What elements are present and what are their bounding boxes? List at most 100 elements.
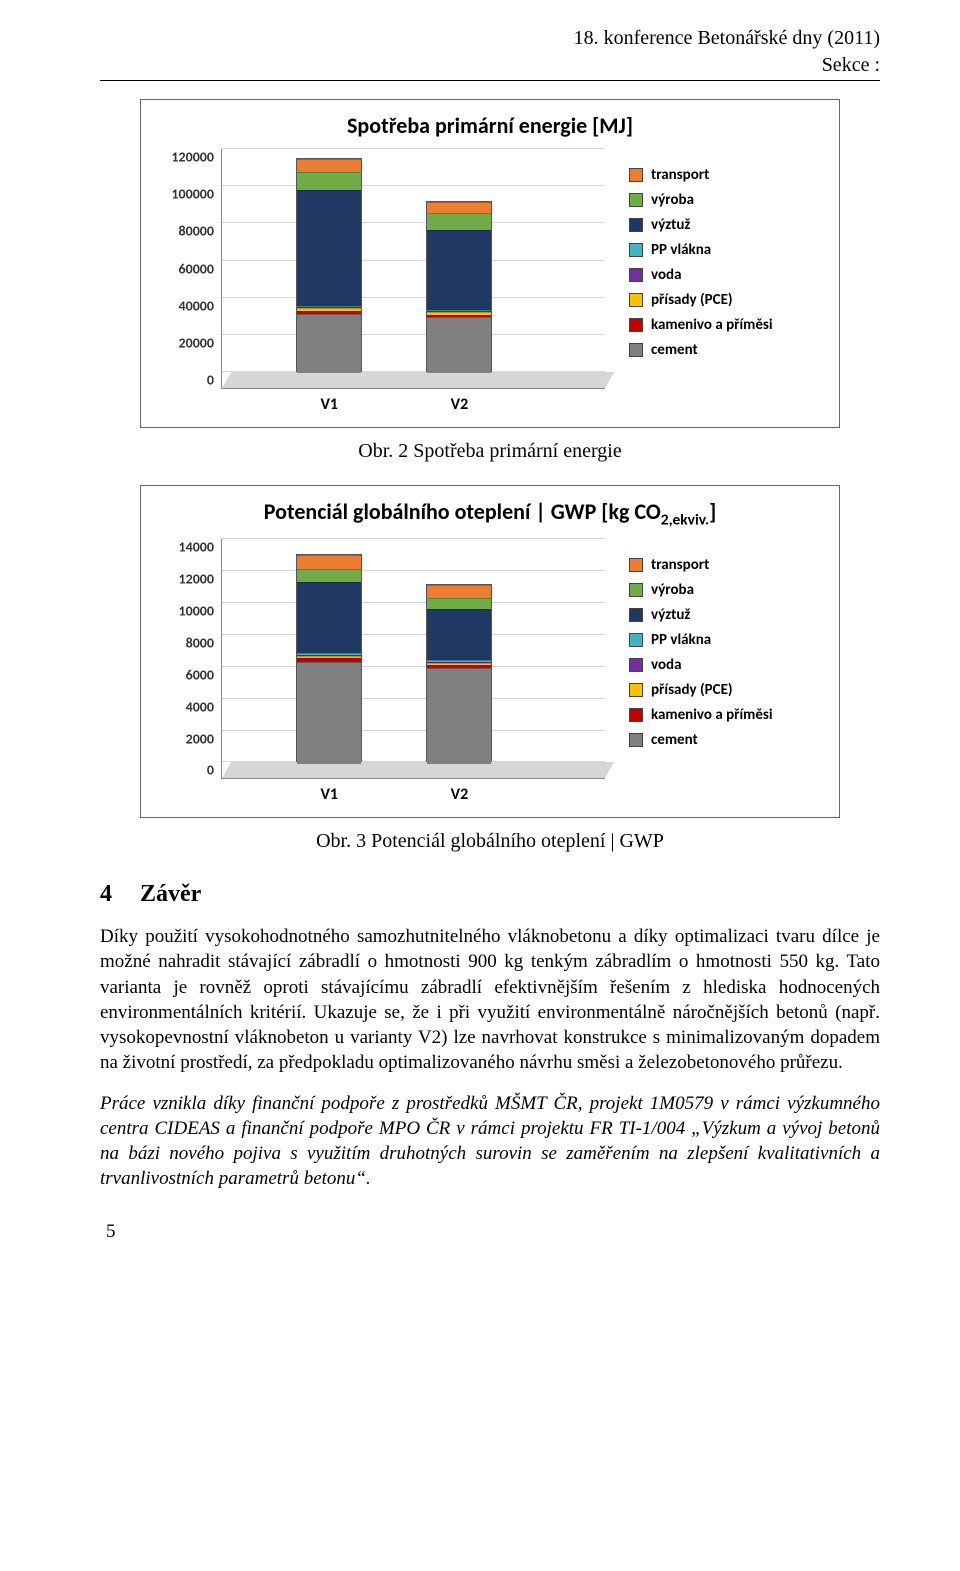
legend-swatch [629,268,643,282]
bar-V2 [426,201,492,372]
legend-item-cement: cement [629,731,829,749]
legend-item-kamenivo: kamenivo a příměsi [629,316,829,334]
legend-swatch [629,318,643,332]
seg-cement [427,317,491,373]
legend-item-voda: voda [629,266,829,284]
y-tick: 2000 [186,730,222,747]
y-tick: 100000 [171,186,222,203]
bar-V1 [296,158,362,372]
caption-fig3: Obr. 3 Potenciál globálního oteplení | G… [100,830,880,853]
seg-vyztuz [427,609,491,660]
legend-item-vyroba: výroba [629,581,829,599]
section-title: Závěr [140,881,201,908]
chart-energy-title: Spotřeba primární energie [MJ] [151,112,829,139]
legend-label: přísady (PCE) [651,681,733,699]
y-tick: 10000 [179,603,222,620]
legend-swatch [629,218,643,232]
seg-cement [297,662,361,764]
legend-item-transport: transport [629,166,829,184]
seg-vyroba [427,213,491,230]
seg-transport [297,555,361,569]
paragraph-1: Díky použití vysokohodnotného samozhutni… [100,924,880,1074]
legend-item-transport: transport [629,556,829,574]
legend-label: transport [651,166,709,184]
y-tick: 14000 [179,539,222,556]
x-tick: V1 [299,395,359,414]
legend-swatch [629,683,643,697]
y-tick: 80000 [179,223,222,240]
header-rule [100,80,880,81]
legend-swatch [629,708,643,722]
chart-gwp-legend: transport výroba výztuž PP vlákna voda přísad… [629,539,829,756]
legend-label: PP vlákna [651,631,711,649]
legend-swatch [629,343,643,357]
legend-swatch [629,658,643,672]
caption-fig2: Obr. 2 Spotřeba primární energie [100,440,880,463]
legend-item-vyztuz: výztuž [629,216,829,234]
legend-label: transport [651,556,709,574]
page-number: 5 [106,1221,880,1243]
legend-label: výztuž [651,606,690,624]
legend-label: cement [651,731,698,749]
seg-vyztuz [427,230,491,310]
y-tick: 60000 [179,260,222,277]
y-tick: 0 [207,762,222,779]
y-tick: 0 [207,372,222,389]
legend-label: výroba [651,581,694,599]
legend-item-vyroba: výroba [629,191,829,209]
legend-swatch [629,633,643,647]
legend-item-vyztuz: výztuž [629,606,829,624]
legend-item-pp_vlakna: PP vlákna [629,631,829,649]
seg-transport [427,202,491,213]
chart-gwp-title: Potenciál globálního oteplení | GWP [kg … [151,498,829,529]
seg-vyztuz [297,582,361,654]
chart-energy-plot: 020000400006000080000100000120000V1V2 [151,149,615,419]
legend-swatch [629,733,643,747]
legend-label: voda [651,656,681,674]
running-head-line2: Sekce : [100,53,880,78]
legend-item-kamenivo: kamenivo a příměsi [629,706,829,724]
legend-swatch [629,583,643,597]
x-tick: V2 [429,395,489,414]
seg-cement [427,668,491,764]
chart-gwp-plot: 0 2000 4000 6000 8000 10000 12000 14000 V1 V2 [151,539,615,809]
legend-swatch [629,558,643,572]
seg-vyztuz [297,190,361,305]
x-tick: V2 [429,785,489,804]
chart-gwp: Potenciál globálního oteplení | GWP [kg … [140,485,840,818]
legend-item-voda: voda [629,656,829,674]
seg-vyroba [297,172,361,191]
legend-label: cement [651,341,698,359]
legend-label: kamenivo a příměsi [651,316,773,334]
section-number: 4 [100,881,112,908]
legend-label: kamenivo a příměsi [651,706,773,724]
legend-label: PP vlákna [651,241,711,259]
legend-label: voda [651,266,681,284]
legend-swatch [629,168,643,182]
chart-energy-legend: transport výroba výztuž PP vlákna voda přísad… [629,149,829,366]
x-tick: V1 [299,785,359,804]
y-tick: 20000 [179,334,222,351]
running-head-line1: 18. konference Betonářské dny (2011) [100,26,880,51]
legend-swatch [629,243,643,257]
legend-item-pp_vlakna: PP vlákna [629,241,829,259]
y-tick: 12000 [179,571,222,588]
seg-cement [297,314,361,373]
legend-item-prisady: přísady (PCE) [629,681,829,699]
seg-vyroba [297,569,361,582]
legend-swatch [629,293,643,307]
legend-label: výztuž [651,216,690,234]
legend-item-cement: cement [629,341,829,359]
bar-V1 [296,554,362,763]
y-tick: 40000 [179,297,222,314]
seg-vyroba [427,598,491,609]
seg-transport [427,585,491,598]
section-heading: 4 Závěr [100,881,880,908]
y-tick: 8000 [186,634,222,651]
legend-label: přísady (PCE) [651,291,733,309]
y-tick: 6000 [186,666,222,683]
y-tick: 4000 [186,698,222,715]
chart-energy: Spotřeba primární energie [MJ] 0 20000 400… [140,99,840,428]
seg-transport [297,159,361,172]
legend-swatch [629,193,643,207]
